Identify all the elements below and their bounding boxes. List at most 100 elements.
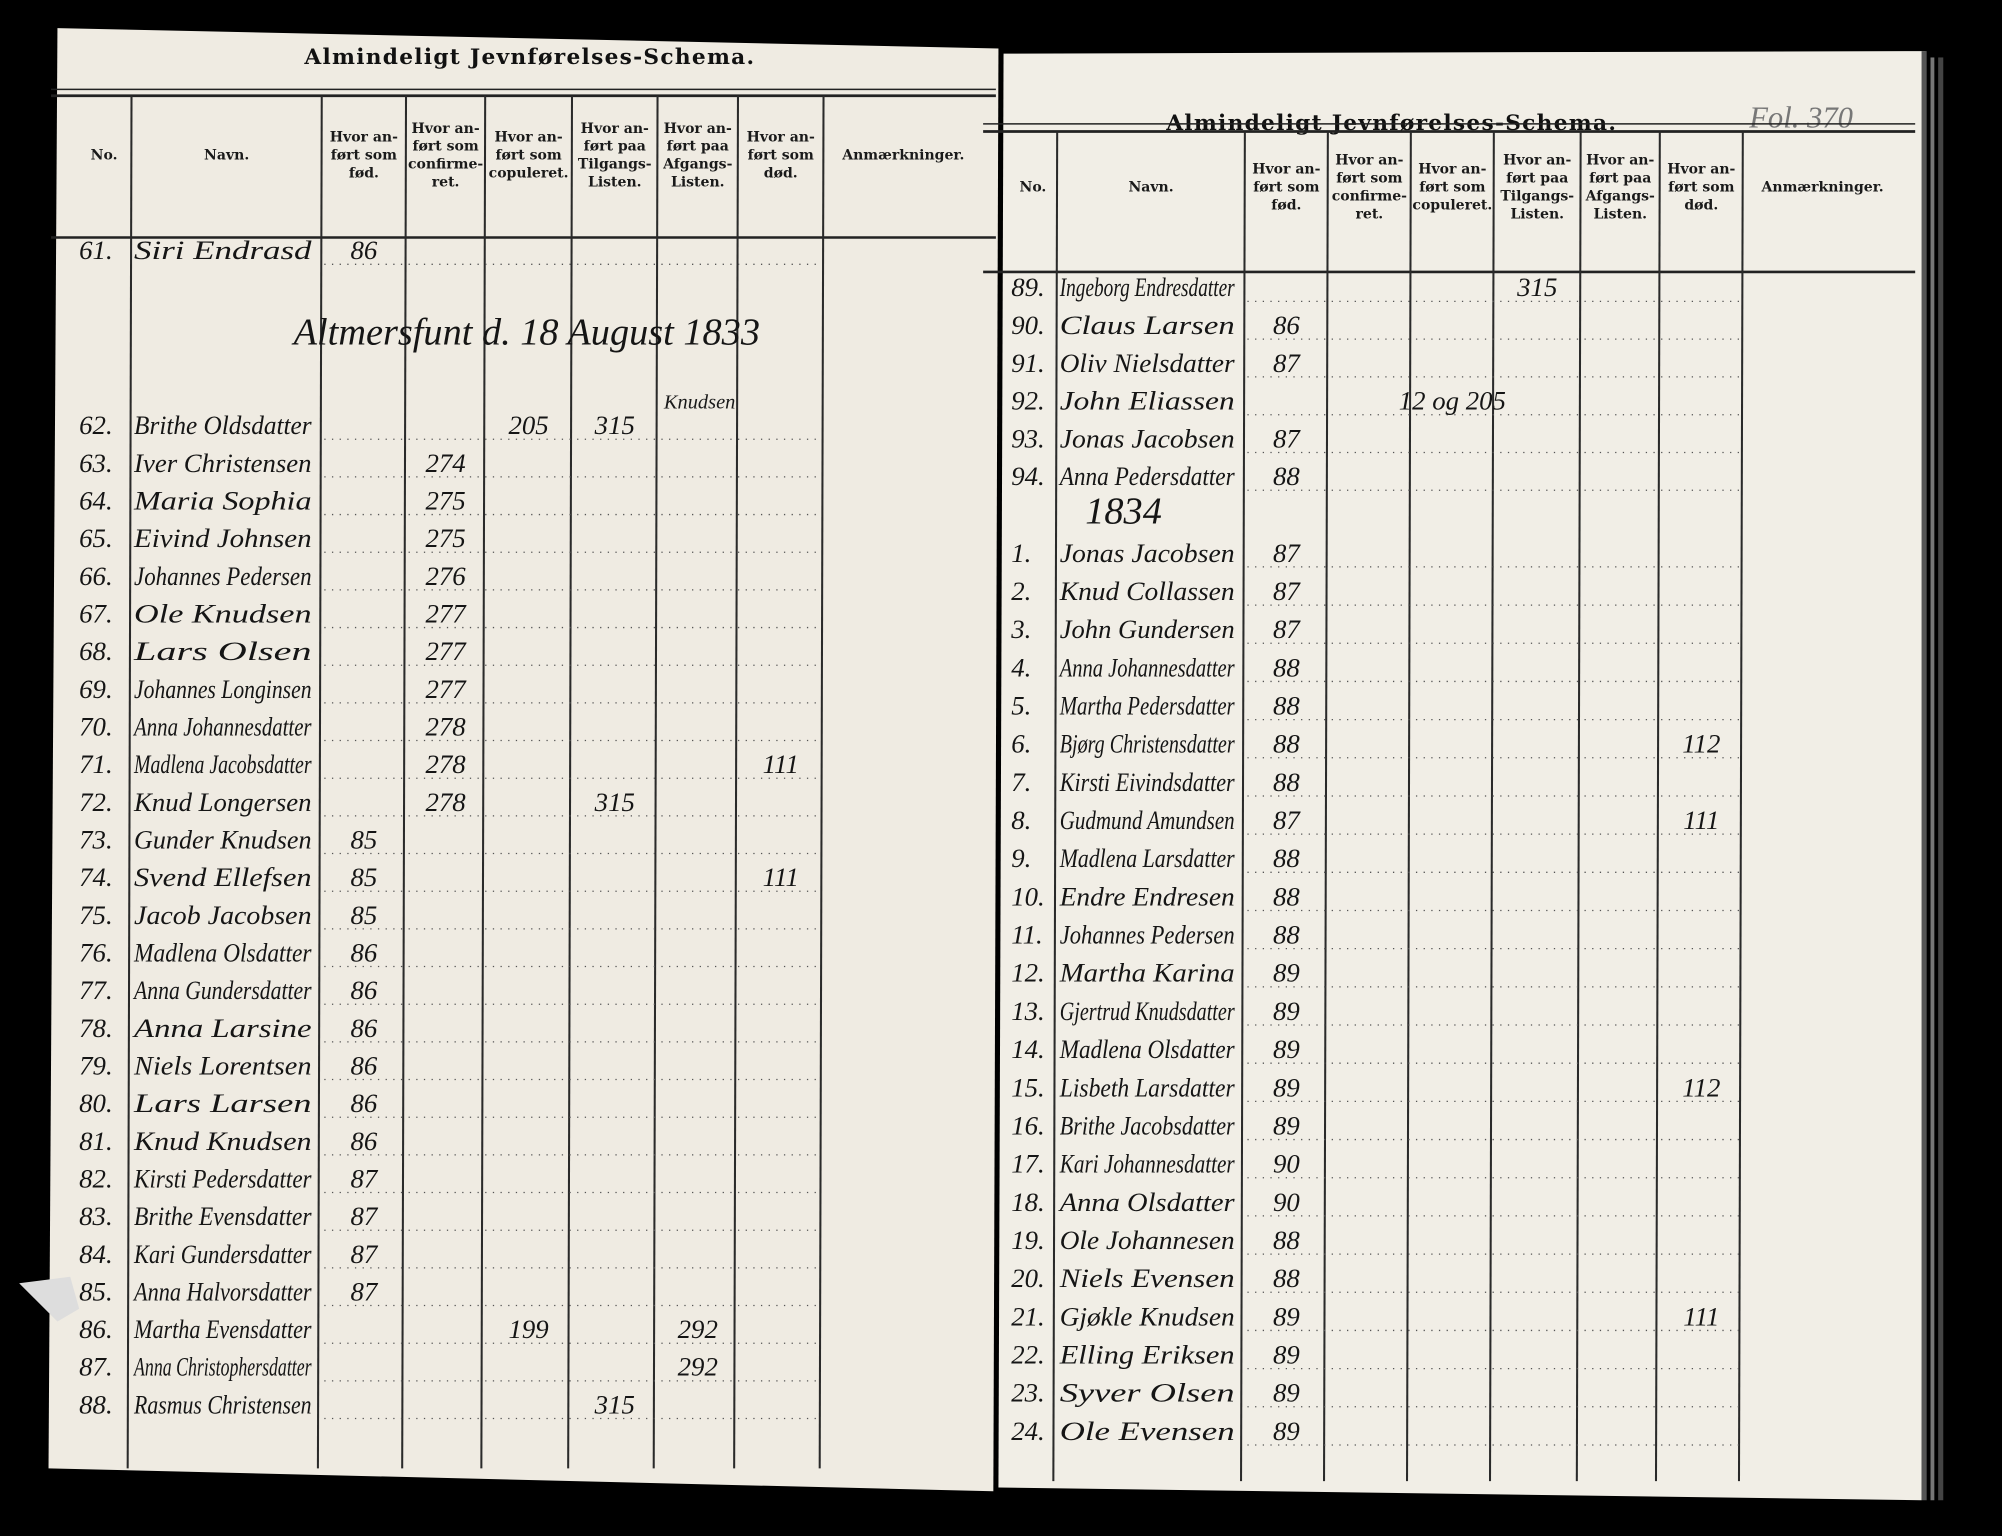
entry-name: Rasmus Christensen (133, 1389, 311, 1419)
column-header: ført som (1668, 180, 1734, 196)
entry-reference: 88 (1273, 767, 1300, 797)
pointer-arrow (19, 1276, 80, 1322)
entry-name: Anna Larsine (132, 1013, 312, 1043)
entry-name: Knud Knudsen (133, 1126, 312, 1156)
entry-name: Madlena Olsdatter (1059, 1034, 1235, 1064)
entry-number: 17. (1011, 1149, 1044, 1179)
column-line (733, 95, 740, 1469)
entry-reference: 86 (350, 1126, 377, 1156)
entry-reference: 112 (1682, 1072, 1720, 1102)
left-page (48, 28, 999, 1492)
entry-reference: 89 (1273, 1416, 1300, 1446)
entry-number: 78. (79, 1013, 112, 1043)
note: Altmersfunt d. 18 August 1833 (291, 312, 760, 354)
entry-reference: 89 (1273, 1072, 1300, 1102)
column-line (126, 95, 133, 1469)
entry-name: Endre Endresen (1059, 881, 1235, 911)
entry-reference: 199 (508, 1314, 548, 1344)
entry-number: 68. (79, 636, 112, 666)
column-header: ført som (495, 148, 561, 164)
column-line (1488, 131, 1495, 1482)
column-header: Hvor an- (412, 121, 480, 137)
column-line (316, 95, 323, 1469)
entry-reference: 88 (1273, 843, 1300, 873)
note: Knudsen (663, 392, 735, 414)
column-header: Listen. (671, 174, 725, 190)
entry-number: 85. (79, 1276, 112, 1306)
entry-name: Anna Halvorsdatter (132, 1276, 312, 1306)
entry-reference: 276 (425, 561, 466, 591)
entry-number: 9. (1011, 843, 1031, 873)
entry-name: Anna Pedersdatter (1058, 461, 1235, 491)
entry-reference: 87 (350, 1276, 378, 1306)
column-header: Navn. (204, 148, 249, 164)
entry-name: Maria Sophia (133, 485, 312, 515)
entry-reference: 88 (1273, 1263, 1300, 1293)
entry-name: Niels Evensen (1059, 1263, 1235, 1293)
entry-name: Anna Gundersdatter (132, 975, 312, 1005)
entry-reference: 89 (1273, 1034, 1300, 1064)
entry-reference: 86 (350, 975, 377, 1005)
column-line (818, 95, 825, 1469)
entry-number: 22. (1011, 1340, 1044, 1370)
column-header: copuleret. (1412, 197, 1492, 213)
entry-reference: 89 (1273, 1378, 1300, 1408)
column-line (1737, 131, 1744, 1482)
entry-reference: 87 (350, 1239, 378, 1269)
entry-reference: 277 (425, 636, 467, 666)
entry-number: 21. (1011, 1301, 1044, 1331)
column-header: Hvor an- (1335, 153, 1403, 169)
entry-name: Oliv Nielsdatter (1060, 348, 1235, 378)
entry-number: 82. (79, 1163, 112, 1193)
entry-reference: 88 (1273, 1225, 1300, 1255)
entry-number: 6. (1011, 729, 1031, 759)
column-header: ret. (432, 174, 460, 190)
column-header: ført paa (667, 139, 729, 155)
entry-number: 1. (1011, 538, 1031, 568)
entry-name: Syver Olsen (1060, 1378, 1235, 1408)
entry-reference: 89 (1273, 996, 1300, 1026)
entry-name: Gudmund Amundsen (1060, 805, 1235, 835)
column-header: Hvor an- (330, 130, 398, 146)
entry-number: 15. (1011, 1072, 1044, 1102)
entry-number: 77. (79, 975, 112, 1005)
column-header: No. (91, 148, 118, 164)
entry-name: Kirsti Pedersdatter (133, 1163, 312, 1193)
column-header: ført paa (584, 139, 646, 155)
entry-name: Bjørg Christensdatter (1060, 729, 1235, 759)
entry-number: 64. (79, 485, 112, 515)
entry-reference: 88 (1273, 652, 1300, 682)
page-edge (1921, 51, 1927, 1501)
entry-number: 18. (1011, 1187, 1044, 1217)
entry-name: Anna Olsdatter (1058, 1187, 1236, 1217)
entry-reference: 90 (1273, 1187, 1300, 1217)
entry-reference: 89 (1273, 1340, 1300, 1370)
entry-reference: 275 (425, 485, 465, 515)
column-header: Listen. (1510, 206, 1564, 222)
entry-reference: 87 (1273, 348, 1301, 378)
entry-name: Kari Gundersdatter (133, 1239, 312, 1269)
entry-name: Knud Longersen (133, 787, 311, 817)
column-header: Anmærkninger. (1761, 180, 1884, 196)
entry-name: Knud Collassen (1059, 576, 1235, 606)
entry-reference: 86 (350, 1013, 377, 1043)
column-header: confirme- (408, 157, 483, 173)
entry-reference: 292 (678, 1352, 718, 1382)
entry-number: 14. (1011, 1034, 1044, 1064)
entry-name: Martha Evensdatter (133, 1314, 312, 1344)
entry-reference: 111 (1683, 1301, 1719, 1331)
entry-name: Johannes Pedersen (134, 561, 311, 591)
entry-name: Gunder Knudsen (134, 824, 311, 854)
entry-reference: 88 (1273, 920, 1300, 950)
column-header: Hvor an- (1503, 153, 1571, 169)
entry-name: Jacob Jacobsen (134, 900, 311, 930)
entry-number: 23. (1011, 1378, 1044, 1408)
entry-number: 88. (79, 1389, 112, 1419)
entry-name: Ole Evensen (1060, 1416, 1235, 1446)
entry-number: 11. (1011, 920, 1043, 950)
entry-name: Kari Johannesdatter (1059, 1149, 1235, 1179)
entry-number: 3. (1010, 614, 1031, 644)
entry-name: Brithe Jacobsdatter (1060, 1110, 1235, 1140)
entry-number: 83. (79, 1201, 112, 1231)
column-header: død. (1684, 197, 1718, 213)
